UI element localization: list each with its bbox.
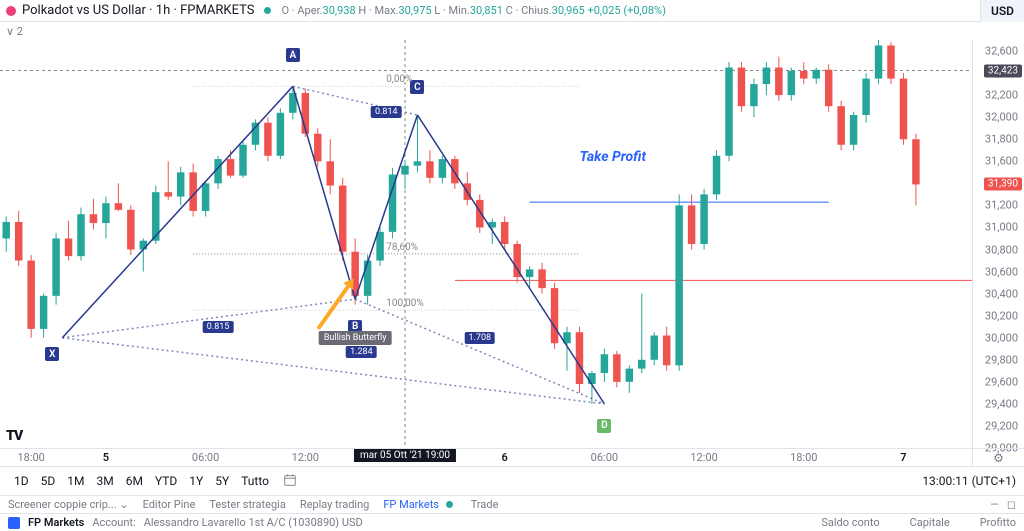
take-profit-label: Take Profit [579,149,646,165]
gear-icon: ⚙ [993,451,1004,465]
pattern-name-label: Bullish Butterfly [319,331,392,345]
indicator-row[interactable]: ∨ 2 [0,22,1024,40]
time-tick: 12:00 [292,451,319,464]
price-tick: 30,200 [985,309,1018,322]
pattern-ratio-label: 1.284 [346,346,377,358]
pine-editor-link[interactable]: Editor Pine [143,498,196,511]
price-tick: 30,000 [985,331,1018,344]
pattern-ratio-label: 0.815 [203,321,234,333]
price-tick: 31,800 [985,133,1018,146]
account-label: Account: [92,516,135,529]
price-tick: 30,400 [985,287,1018,300]
cursor-price-tag: 32,423 [984,64,1022,77]
time-tick: 5 [103,451,109,464]
last-price-tag: 31,390 [984,178,1022,191]
broker-badge-icon [8,517,20,529]
price-tick: 30,800 [985,243,1018,256]
pattern-point-x[interactable]: X [45,347,59,361]
broker-link[interactable]: FP Markets [383,498,456,511]
screener-link[interactable]: Screener coppie crip... ⌄ [8,498,129,511]
price-tick: 31,200 [985,199,1018,212]
account-col: Saldo conto [821,516,879,529]
price-tick: 29,600 [985,375,1018,388]
price-chart[interactable]: TV XABCD0.8150.8141.2841.708Bullish Butt… [0,40,972,448]
time-tick: 6 [502,451,508,464]
timeframe-1d[interactable]: 1D [8,470,35,492]
account-value[interactable]: Alessandro Lavarello 1st A/C (1030890) U… [144,516,363,529]
currency-selector[interactable]: USD [980,0,1024,22]
connection-status-icon [446,501,453,508]
pattern-point-d[interactable]: D [597,419,611,433]
pattern-ratio-label: 0.814 [371,106,402,118]
symbol-title[interactable]: Polkadot vs US Dollar · 1h · FPMARKETS [22,3,254,18]
price-tick: 32,600 [985,45,1018,58]
timeframe-5d[interactable]: 5D [35,470,62,492]
timeframe-ytd[interactable]: YTD [149,470,183,492]
tradingview-logo: TV [6,428,22,444]
timeframe-1m[interactable]: 1M [61,470,90,492]
timeframe-6m[interactable]: 6M [120,470,149,492]
price-tick: 30,600 [985,265,1018,278]
timeframe-5y[interactable]: 5Y [209,470,235,492]
price-tick: 31,600 [985,155,1018,168]
minimize-icon[interactable]: — [990,498,999,511]
strategy-tester-link[interactable]: Tester strategia [209,498,285,511]
time-tick: 18:00 [790,451,817,464]
fib-level-label: 78,60% [386,242,418,253]
fib-level-label: 0,00% [386,74,412,85]
price-tick: 29,200 [985,419,1018,432]
price-tick: 29,800 [985,353,1018,366]
clock: 13:00:11 (UTC+1) [922,474,1016,488]
chart-header: Polkadot vs US Dollar · 1h · FPMARKETS O… [0,0,1024,22]
price-tick: 32,200 [985,89,1018,102]
symbol-dot-icon [6,6,16,16]
account-col: Capitale [910,516,950,529]
time-axis[interactable]: 18:00 5 06:00 12:00 6 06:00 12:00 18:00 7 mar 05 … [0,448,972,466]
price-tick: 31,000 [985,221,1018,234]
timeframe-1y[interactable]: 1Y [183,470,209,492]
pattern-point-c[interactable]: C [410,80,424,94]
timeframe-tutto[interactable]: Tutto [235,470,275,492]
time-tick: 12:00 [690,451,717,464]
pattern-point-a[interactable]: A [286,48,300,62]
price-axis[interactable]: 32,60032,40032,20032,00031,80031,60031,2… [972,40,1024,448]
ohlc-readout: O · Aper.30,938 H · Max.30,975 L · Min.3… [281,4,665,17]
time-tick: 18:00 [17,451,44,464]
timeframe-bar: 1D5D1M3M6MYTD1Y5YTutto 13:00:11 (UTC+1) [0,466,1024,496]
time-tick: 06:00 [192,451,219,464]
pattern-ratio-label: 1.708 [464,332,495,344]
cursor-time-tag: mar 05 Ott '21 19:00 [354,449,456,462]
broker-name: FP Markets [28,516,84,529]
fib-level-label: 100,00% [386,298,423,309]
time-tick: 7 [900,451,906,464]
replay-trading-link[interactable]: Replay trading [300,498,370,511]
price-tick: 32,000 [985,111,1018,124]
trade-link[interactable]: Trade [471,498,499,511]
time-tick: 06:00 [591,451,618,464]
axis-settings-button[interactable]: ⚙ [972,448,1024,466]
calendar-icon[interactable] [283,473,297,490]
account-bar: FP Markets Account: Alessandro Lavarello… [0,514,1024,531]
maximize-icon[interactable]: ◻ [1007,498,1016,511]
timeframe-3m[interactable]: 3M [90,470,119,492]
price-tick: 29,400 [985,397,1018,410]
account-col: Profitto [980,516,1016,529]
bottom-tools-bar: Screener coppie crip... ⌄ Editor Pine Te… [0,496,1024,514]
market-status-icon [264,7,271,14]
chevron-down-icon: ⌄ [119,498,128,511]
